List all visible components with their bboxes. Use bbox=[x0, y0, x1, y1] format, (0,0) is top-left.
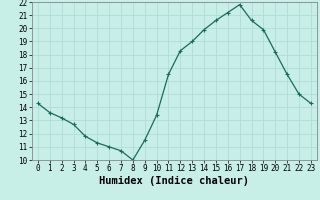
X-axis label: Humidex (Indice chaleur): Humidex (Indice chaleur) bbox=[100, 176, 249, 186]
